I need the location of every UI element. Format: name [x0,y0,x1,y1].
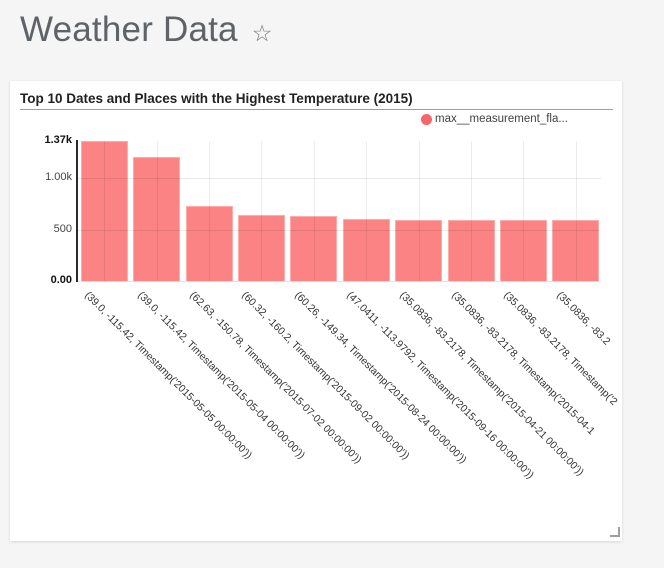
chart-title: Top 10 Dates and Places with the Highest… [20,91,413,106]
v-gridline [418,140,420,281]
title-divider [20,109,613,110]
v-gridline [156,140,158,281]
bar[interactable] [499,220,547,281]
bar[interactable] [342,219,390,281]
legend-label: max__measurement_fla... [435,113,568,125]
v-gridline [366,140,368,281]
y-axis-label: 1.37k [44,133,72,146]
x-axis-label: (35.0836, -83.2178, Timestamp('2015-04-2… [396,290,586,479]
v-gridline [575,140,577,281]
v-gridline [523,140,525,281]
y-axis-label: 0.00 [50,274,72,286]
v-gridline [313,140,315,281]
x-axis-label: (35.0836, -83.2 [554,290,612,348]
bar[interactable] [80,140,128,281]
y-axis-line [76,140,78,282]
x-axis-label: (35.0836, -83.2178, Timestamp('2 [501,290,620,408]
v-gridline [261,140,263,281]
h-gridline [78,178,601,180]
page-title: Weather Data [20,10,238,49]
star-icon[interactable]: ☆ [251,20,273,46]
bar[interactable] [185,205,233,281]
x-axis-baseline [78,281,601,282]
v-gridline [471,140,472,281]
resize-handle-icon[interactable] [610,527,620,537]
legend-dot-icon [421,113,432,125]
bar[interactable] [447,220,495,281]
y-axis-label: 500 [53,222,72,235]
bar[interactable] [290,215,338,281]
chart-legend-item[interactable]: max__measurement_fla... [421,113,568,125]
page-header: Weather Data ☆ [20,10,272,50]
x-axis-label: (47.0411, -113.9792, Timestamp('2015-09-… [344,290,536,482]
x-axis-label: (60.26, -149.34, Timestamp('2015-08-24 0… [292,290,469,467]
chart-card: Top 10 Dates and Places with the Highest… [10,81,622,541]
x-axis-label: (62.63, -150.78, Timestamp('2015-07-02 0… [187,290,364,467]
bar[interactable] [237,214,285,281]
v-gridline [209,140,210,281]
bar[interactable] [133,156,181,281]
y-axis-label: 1.00k [45,171,72,184]
v-gridline [104,140,106,281]
chart-plot-area: 0.00 500 1.00k 1.37k (39.0, -115.42, Timesta… [10,81,622,541]
h-gridline [78,229,601,231]
bar[interactable] [395,220,443,281]
bar[interactable] [552,220,600,281]
